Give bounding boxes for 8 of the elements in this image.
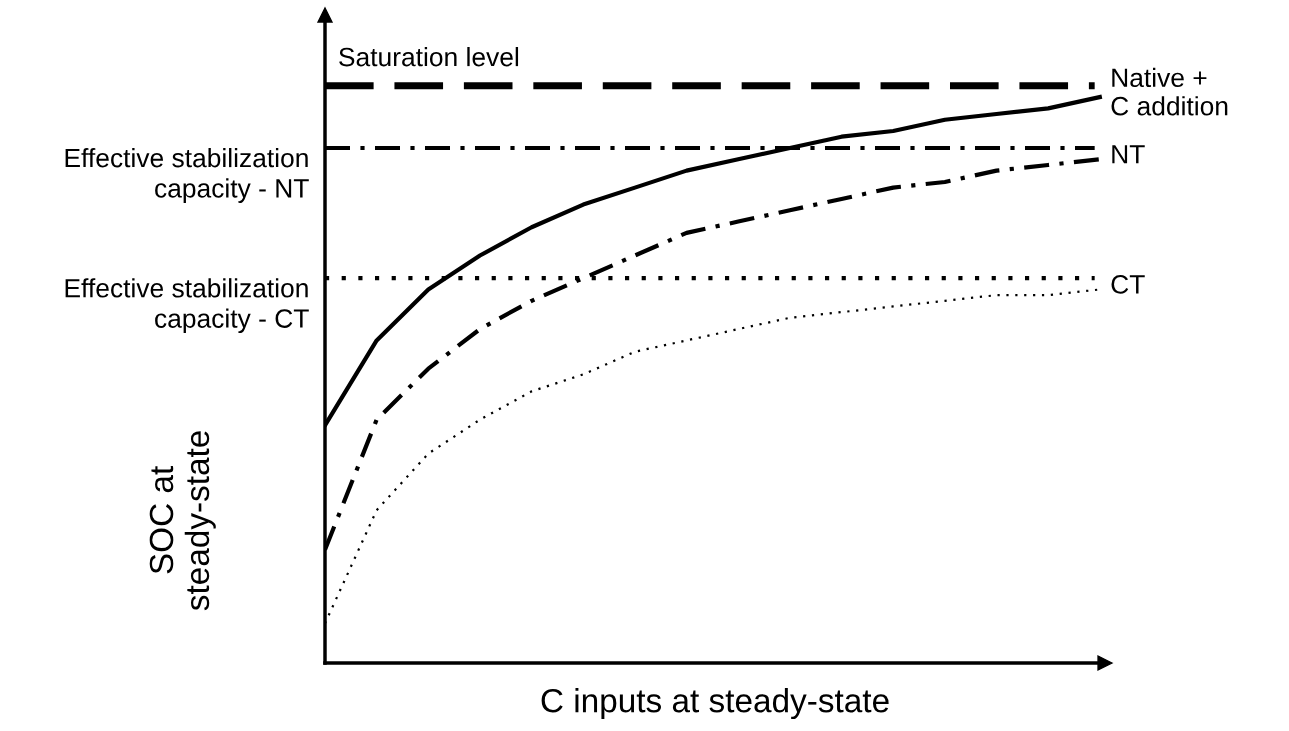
series-label: Native + C addition	[1111, 67, 1228, 116]
series-label: CT	[1111, 275, 1145, 294]
y-axis-title: SOC at steady-state	[149, 431, 216, 611]
ref-line-label: Effective stabilization capacity - CT	[65, 278, 309, 334]
ref-line-label: Effective stabilization capacity - NT	[65, 148, 309, 203]
series-label: NT	[1112, 145, 1145, 164]
legend-label: Saturation level	[339, 46, 519, 67]
x-axis-title: C inputs at steady-state	[541, 688, 889, 720]
